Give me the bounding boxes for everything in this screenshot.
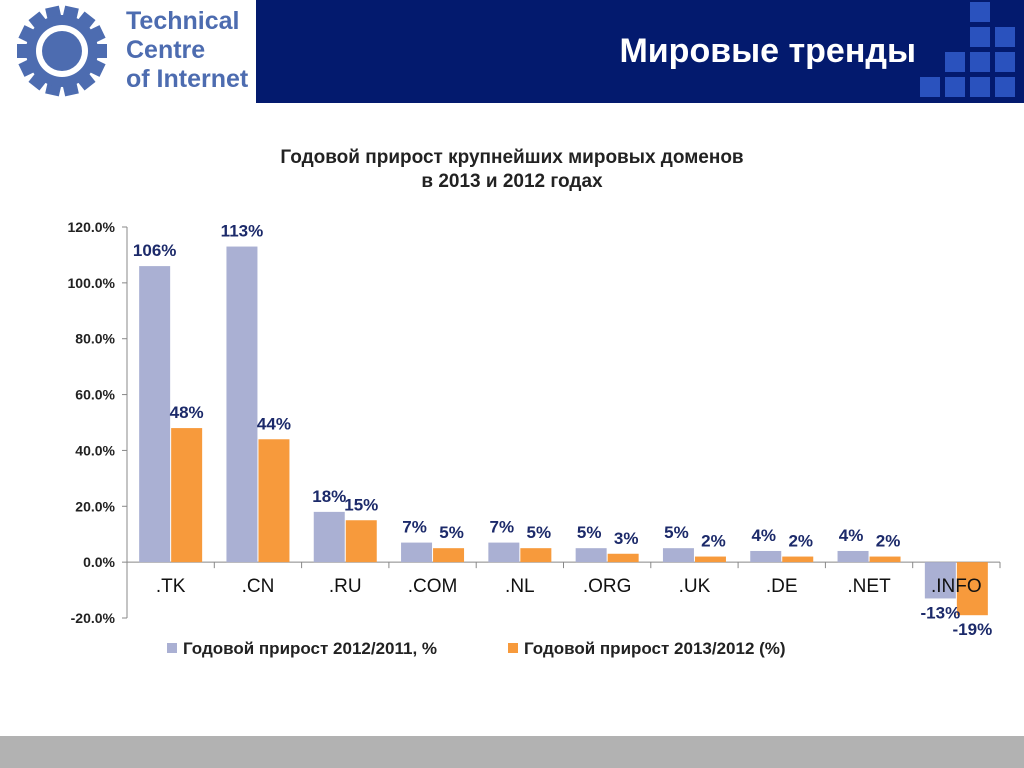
decorative-square <box>970 2 990 22</box>
decorative-squares-icon <box>920 2 1015 97</box>
logo-text: Technical Centre of Internet <box>126 7 249 93</box>
x-tick-label: .DE <box>766 576 798 597</box>
gear-core <box>42 31 82 71</box>
data-label: 48% <box>170 403 204 422</box>
slide-title: Мировые тренды <box>619 32 916 70</box>
bar-series-2 <box>433 548 465 563</box>
bar-series-2 <box>607 553 639 563</box>
data-label: -19% <box>953 620 993 639</box>
x-tick-label: .INFO <box>931 576 982 597</box>
data-label: 5% <box>527 523 552 542</box>
data-label: 5% <box>439 523 464 542</box>
legend-swatch <box>508 643 518 653</box>
legend-swatch <box>167 643 177 653</box>
x-tick-label: .NET <box>847 576 891 597</box>
decorative-square <box>920 77 940 97</box>
bar-series-2 <box>520 548 552 563</box>
bar-series-2 <box>171 428 203 563</box>
logo: Technical Centre of Internet <box>0 0 256 103</box>
bar-series-1 <box>139 266 171 563</box>
bar-series-2 <box>782 556 814 563</box>
y-tick-label: 40.0% <box>75 442 115 458</box>
bar-series-2 <box>258 439 290 563</box>
x-tick-label: .NL <box>505 576 535 597</box>
data-label: 2% <box>788 532 813 551</box>
decorative-square <box>995 27 1015 47</box>
decorative-square <box>995 77 1015 97</box>
bar-series-2 <box>956 562 988 616</box>
bar-series-2 <box>345 520 377 563</box>
bar-series-1 <box>226 246 258 563</box>
data-label: 7% <box>490 518 515 537</box>
bar-series-1 <box>575 548 607 563</box>
x-tick-label: .UK <box>679 576 711 597</box>
data-label: -13% <box>921 603 961 622</box>
y-tick-label: -20.0% <box>71 610 116 626</box>
legend-label: Годовой прирост 2012/2011, % <box>183 639 437 658</box>
bar-series-1 <box>313 511 345 563</box>
slide-footer <box>0 736 1024 768</box>
x-tick-label: .RU <box>329 576 362 597</box>
x-tick-label: .TK <box>156 576 186 597</box>
decorative-square <box>945 77 965 97</box>
gear-logo-icon <box>17 5 107 97</box>
decorative-square <box>970 52 990 72</box>
bar-series-1 <box>837 550 869 563</box>
x-tick-label: .CN <box>242 576 275 597</box>
data-label: 18% <box>312 487 346 506</box>
data-label: 4% <box>839 526 864 545</box>
data-label: 4% <box>751 526 776 545</box>
data-label: 2% <box>876 532 901 551</box>
data-label: 7% <box>402 518 427 537</box>
x-tick-label: .COM <box>408 576 458 597</box>
data-label: 3% <box>614 529 639 548</box>
decorative-square <box>995 52 1015 72</box>
bar-series-1 <box>750 550 782 563</box>
bar-series-2 <box>694 556 726 563</box>
legend-label: Годовой прирост 2013/2012 (%) <box>524 639 786 658</box>
data-label: 113% <box>221 222 264 241</box>
y-tick-label: 20.0% <box>75 498 115 514</box>
y-tick-label: 100.0% <box>68 275 116 291</box>
y-tick-label: 60.0% <box>75 387 115 403</box>
slide-header: Technical Centre of Internet Мировые тре… <box>0 0 1024 103</box>
bar-chart: -20.0% 0.0% 20.0% 40.0% 60.0% 80.0% 100.0% 120.… <box>68 219 1001 658</box>
data-label: 44% <box>257 414 291 433</box>
bar-series-1 <box>401 542 433 563</box>
x-tick-label: .ORG <box>583 576 632 597</box>
data-label: 15% <box>344 495 378 514</box>
bar-series-2 <box>869 556 901 563</box>
y-tick-label: 0.0% <box>83 554 115 570</box>
bar-series-1 <box>488 542 520 563</box>
data-label: 2% <box>701 532 726 551</box>
y-tick-label: 80.0% <box>75 331 115 347</box>
bar-series-1 <box>924 562 956 599</box>
data-label: 106% <box>133 241 176 260</box>
decorative-square <box>945 52 965 72</box>
bar-series-1 <box>662 548 694 563</box>
decorative-square <box>970 77 990 97</box>
y-tick-label: 120.0% <box>68 219 116 235</box>
chart-title: Годовой прирост крупнейших мировых домен… <box>280 147 744 192</box>
decorative-square <box>970 27 990 47</box>
data-label: 5% <box>577 523 602 542</box>
data-label: 5% <box>664 523 689 542</box>
